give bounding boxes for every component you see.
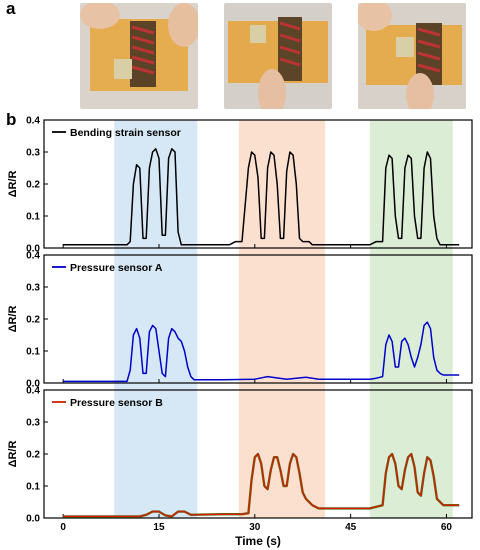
legend-label-2: Pressure sensor B [70,397,163,409]
series-line-2-0 [63,453,460,518]
series-line-0-0 [63,148,460,246]
y-axis-label-1: ΔR/R [7,306,19,333]
x-tick-label-0: 0 [60,522,66,533]
y-tick-label-1-0: 0.0 [26,379,40,390]
y-tick-label-0-3: 0.3 [26,148,40,159]
photo-press-a [224,3,332,109]
x-tick-label-1: 15 [153,522,165,533]
y-tick-label-0-4: 0.4 [26,116,40,127]
photo-pad [114,59,132,79]
legend-label-0: Bending strain sensor [70,127,181,139]
panel-label-a: a [6,0,16,18]
photo-bending [80,3,198,109]
x-tick-label-2: 30 [249,522,261,533]
y-tick-label-1-1: 0.1 [26,347,40,358]
panel-label-b: b [6,110,17,129]
x-tick-label-3: 45 [345,522,357,533]
shaded-region-0 [114,120,198,518]
y-tick-label-2-4: 0.4 [26,386,40,397]
photo-finger-2 [406,73,434,109]
photo-press-a-image [224,3,332,109]
legend-label-1: Pressure sensor A [70,262,163,274]
photo-finger [358,3,392,31]
photo-finger [258,69,286,109]
photo-stripes [279,21,301,67]
y-tick-label-2-0: 0.0 [26,514,40,525]
shaded-region-1 [238,120,326,518]
y-tick-label-1-3: 0.3 [26,283,40,294]
shaded-region-2 [369,120,453,518]
photo-pad [250,25,266,43]
y-tick-label-0-0: 0.0 [26,244,40,255]
photo-pad [396,37,414,57]
series-line-1-0 [63,321,460,383]
photo-finger [80,3,120,29]
y-axis-label-2: ΔR/R [7,441,19,468]
y-tick-label-0-2: 0.2 [26,180,40,191]
y-tick-label-2-2: 0.2 [26,450,40,461]
x-tick-label-4: 60 [441,522,453,533]
y-tick-label-1-4: 0.4 [26,251,40,262]
photo-stripes [131,25,155,75]
x-axis-label: Time (s) [235,534,281,548]
y-tick-label-2-3: 0.3 [26,418,40,429]
y-tick-label-2-1: 0.1 [26,482,40,493]
photo-finger-2 [168,3,198,47]
photo-bending-image [80,3,198,109]
photo-press-b-image [358,3,466,109]
y-tick-label-1-2: 0.2 [26,315,40,326]
y-tick-label-0-1: 0.1 [26,212,40,223]
photo-stripes [417,27,441,73]
photo-press-b [358,3,466,109]
y-axis-label-0: ΔR/R [7,171,19,198]
